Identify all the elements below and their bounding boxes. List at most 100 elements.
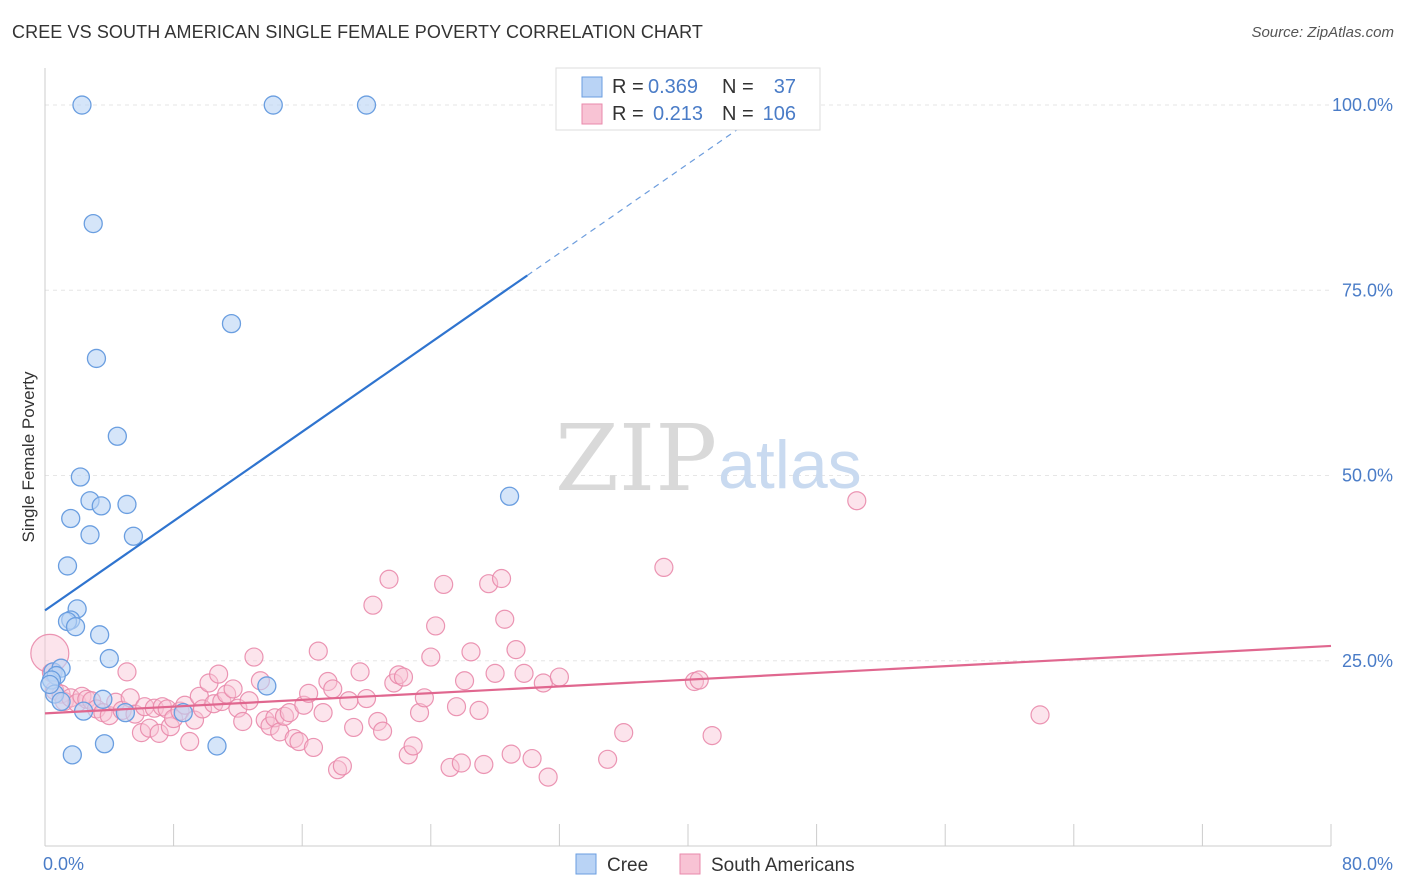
- y-tick-label-75: 75.0%: [1342, 280, 1393, 300]
- south-americans-point: [299, 683, 319, 703]
- south-americans-point: [233, 711, 253, 732]
- south-americans-point: [538, 767, 558, 787]
- legend-swatch-south-americans: [581, 103, 603, 125]
- legend-bottom: Cree South Americans: [575, 853, 855, 876]
- chart-title: CREE VS SOUTH AMERICAN SINGLE FEMALE POV…: [12, 22, 704, 42]
- south-americans-point: [501, 744, 521, 764]
- legend-n-value-cree: 37: [774, 76, 796, 98]
- legend-top: R = 0.369 N = 37 R = 0.213 N = 106: [555, 67, 821, 131]
- south-americans-point: [244, 647, 264, 667]
- south-americans-point: [434, 574, 454, 595]
- south-americans-point: [223, 679, 243, 699]
- cree-point: [99, 648, 119, 669]
- x-tick-label-min: 0.0%: [43, 854, 84, 874]
- south-americans-point: [339, 691, 359, 711]
- south-americans-point: [549, 667, 570, 687]
- cree-point: [57, 556, 78, 576]
- cree-point: [263, 95, 283, 115]
- south-americans-point: [117, 662, 137, 682]
- south-americans-point: [308, 641, 328, 661]
- south-americans-point: [303, 737, 324, 758]
- legend-n-value-south-americans: 106: [763, 103, 796, 125]
- south-americans-point: [522, 748, 542, 769]
- cree-point: [51, 691, 71, 712]
- legend-n-label-south-americans: N =: [722, 103, 754, 125]
- chart-source: Source: ZipAtlas.com: [1251, 24, 1394, 41]
- cree-point: [356, 95, 377, 115]
- south-americans-point: [368, 711, 388, 732]
- cree-point: [107, 426, 127, 446]
- south-americans-point: [209, 664, 229, 684]
- x-ticks: [173, 824, 1332, 846]
- legend-r-value-south-americans: 0.213: [653, 103, 703, 125]
- south-americans-point: [469, 700, 489, 721]
- south-americans-points: [30, 491, 1050, 787]
- cree-point: [65, 617, 86, 637]
- cree-point: [499, 486, 520, 506]
- south-americans-point: [614, 723, 634, 743]
- cree-point: [72, 95, 92, 115]
- south-americans-point: [461, 642, 481, 662]
- cree-point: [94, 734, 115, 754]
- cree-point: [90, 625, 110, 645]
- cree-point: [40, 674, 60, 695]
- watermark: ZIP atlas: [555, 405, 862, 512]
- south-americans-point: [479, 574, 499, 594]
- south-americans-point: [372, 721, 393, 741]
- south-americans-point: [149, 723, 169, 743]
- south-americans-point: [350, 662, 370, 682]
- south-americans-point: [533, 673, 553, 693]
- south-americans-point: [421, 647, 441, 667]
- cree-point: [123, 526, 144, 546]
- cree-point: [61, 508, 81, 529]
- south-americans-point: [414, 688, 434, 708]
- x-tick-label-max: 80.0%: [1342, 854, 1393, 874]
- south-americans-point: [446, 697, 467, 717]
- legend-n-label-cree: N =: [722, 76, 754, 98]
- south-americans-point: [403, 736, 423, 756]
- cree-point: [221, 313, 242, 334]
- y-tick-label-25: 25.0%: [1342, 651, 1393, 671]
- south-americans-point: [440, 757, 460, 778]
- legend-bottom-swatch-cree: [575, 853, 597, 875]
- cree-points: [40, 95, 520, 765]
- cree-point: [115, 702, 136, 723]
- y-tick-label-100: 100.0%: [1332, 95, 1393, 115]
- legend-bottom-label-south-americans: South Americans: [711, 855, 855, 876]
- cree-point: [257, 676, 277, 696]
- south-americans-point: [332, 756, 352, 776]
- south-americans-point: [398, 745, 418, 765]
- cree-point: [117, 494, 137, 515]
- south-americans-point: [379, 569, 399, 589]
- watermark-atlas: atlas: [718, 427, 862, 503]
- cree-point: [80, 525, 100, 545]
- cree-trend-line: [44, 274, 528, 612]
- cree-point: [83, 213, 103, 234]
- south-americans-point: [239, 691, 259, 711]
- y-axis-title: Single Female Poverty: [19, 371, 38, 543]
- south-americans-point: [598, 749, 618, 769]
- south-americans-point: [409, 703, 430, 723]
- trend-lines: [44, 107, 1332, 715]
- south-americans-point: [356, 688, 377, 709]
- south-americans-point: [474, 754, 494, 775]
- cree-point: [173, 702, 193, 723]
- south-americans-point: [1030, 705, 1050, 725]
- south-americans-point: [654, 557, 674, 578]
- south-americans-point: [393, 667, 414, 687]
- south-americans-point: [847, 491, 867, 511]
- south-americans-point: [506, 640, 526, 660]
- south-americans-point: [363, 595, 383, 615]
- legend-r-label-cree: R =: [612, 76, 644, 98]
- legend-r-value-cree: 0.369: [648, 76, 698, 98]
- y-tick-label-50: 50.0%: [1342, 466, 1393, 486]
- south-americans-point: [344, 717, 364, 738]
- cree-point: [86, 348, 107, 369]
- cree-point: [93, 689, 113, 709]
- watermark-zip: ZIP: [555, 405, 717, 512]
- south-americans-point: [485, 663, 505, 683]
- legend-bottom-label-cree: Cree: [607, 855, 648, 876]
- south-americans-point: [180, 731, 200, 752]
- south-americans-point: [323, 679, 343, 699]
